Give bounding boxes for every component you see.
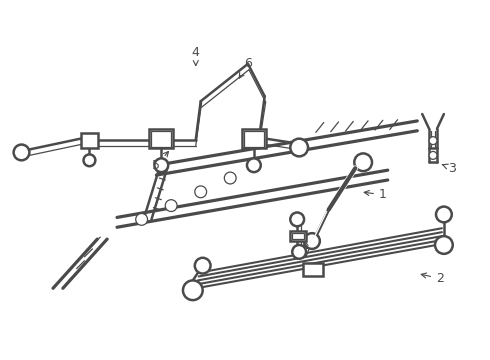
Bar [151,131,171,147]
Circle shape [429,152,437,159]
Circle shape [290,139,308,156]
Text: 1: 1 [364,188,387,201]
Circle shape [195,186,207,198]
Text: 2: 2 [421,272,444,285]
Bar [303,263,323,276]
Circle shape [224,172,236,184]
Circle shape [436,207,452,222]
Circle shape [290,212,304,226]
Bar [242,129,266,148]
Circle shape [83,154,96,166]
Circle shape [429,137,437,145]
Circle shape [292,245,306,259]
Circle shape [247,158,261,172]
Text: 6: 6 [239,57,252,78]
Bar [149,129,173,148]
Circle shape [304,233,320,249]
Circle shape [136,213,147,225]
Text: 4: 4 [192,45,200,66]
Text: 5: 5 [152,152,169,172]
Circle shape [435,236,453,254]
Bar [290,231,306,241]
Circle shape [154,158,168,172]
Text: 7: 7 [303,241,311,260]
Circle shape [14,145,29,160]
Circle shape [195,258,211,274]
Text: 3: 3 [442,162,456,175]
Circle shape [183,280,203,300]
Circle shape [165,200,177,212]
Bar [292,233,304,239]
Circle shape [354,153,372,171]
Bar [244,131,264,147]
Bar [80,133,98,148]
